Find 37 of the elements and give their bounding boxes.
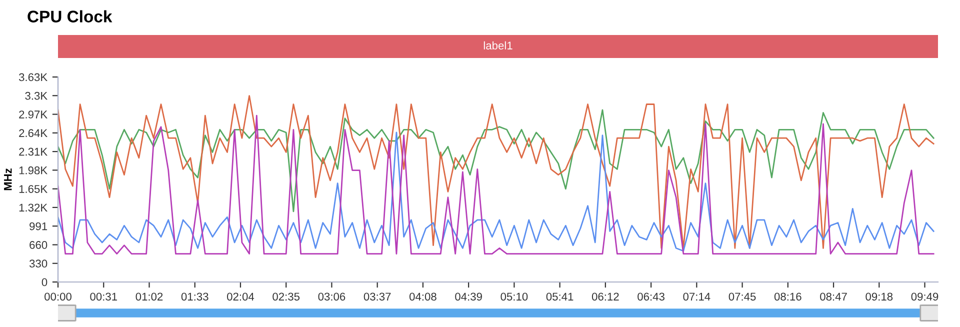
y-tick-label: 660 xyxy=(30,241,48,249)
x-tick-label: 08:16 xyxy=(774,292,802,301)
y-tick-label: 1.98K xyxy=(19,166,48,174)
y-tick-label: 2.64K xyxy=(19,129,48,138)
y-tick-label: 1.65K xyxy=(19,185,48,193)
y-axis-title: MHz xyxy=(4,168,12,190)
y-tick-label: 330 xyxy=(29,260,48,268)
x-tick-label: 01:02 xyxy=(136,292,163,301)
x-tick-label: 08:47 xyxy=(820,292,847,301)
x-tick-label: 09:49 xyxy=(911,292,938,301)
x-tick-label: 01:33 xyxy=(181,292,208,301)
y-tick-label: 1.32K xyxy=(19,204,48,212)
line-series xyxy=(58,109,934,212)
x-tick-label: 02:35 xyxy=(272,292,300,301)
x-tick-label: 03:37 xyxy=(364,292,391,301)
x-tick-label: 00:31 xyxy=(90,292,117,301)
x-tick-label: 07:45 xyxy=(728,292,756,301)
x-tick-label: 02:04 xyxy=(227,292,254,301)
y-tick-label: 3.63K xyxy=(18,73,48,82)
x-tick-label: 09:18 xyxy=(866,292,893,301)
x-tick-label: 06:43 xyxy=(638,292,664,301)
text: label1 xyxy=(484,41,512,50)
x-tick-label: 04:08 xyxy=(409,292,436,301)
x-tick-label: 05:41 xyxy=(546,292,574,301)
x-tick-label: 04:39 xyxy=(455,292,482,301)
y-tick-label: 2.31K xyxy=(19,148,48,156)
y-tick-label: 3.3K xyxy=(25,92,48,100)
x-tick-label: 07:14 xyxy=(683,292,710,301)
x-tick-label: 05:10 xyxy=(500,292,528,301)
chart-title: CPU Clock xyxy=(28,10,112,22)
x-tick-label: 00:00 xyxy=(44,292,72,301)
line-series xyxy=(58,95,934,249)
x-tick-label: 06:12 xyxy=(592,292,619,301)
y-tick-label: 2.97K xyxy=(19,110,48,118)
x-tick-label: 03:06 xyxy=(318,292,346,301)
y-tick-label: 991 xyxy=(30,222,48,230)
y-tick-label: 0 xyxy=(42,278,48,286)
